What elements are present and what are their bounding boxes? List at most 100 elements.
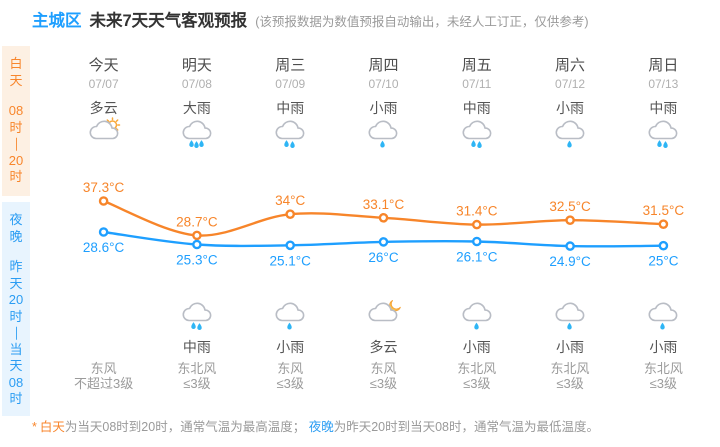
- sidebar-day-label: 白天: [9, 56, 23, 88]
- wind-level: ≤3级: [183, 376, 211, 391]
- page-title: 未来7天天气客观预报: [89, 12, 248, 30]
- low-temp-value-label: 26.1°C: [456, 250, 498, 265]
- night-icon-row: [57, 299, 710, 337]
- wind-direction: 东风: [370, 361, 397, 376]
- day-weather-icon-cell: [337, 117, 430, 155]
- high-temp-point: [658, 219, 669, 230]
- night-weather-icon-cell: [244, 299, 337, 337]
- night-weather-label: 多云: [369, 339, 398, 355]
- wind-level: ≤3级: [369, 376, 398, 391]
- low-temp-point: [192, 239, 202, 250]
- rain-heavy-icon: [182, 120, 212, 149]
- day-weather-icon-cell: [430, 117, 523, 155]
- rain-light-icon: [648, 302, 678, 330]
- low-temp-point: [565, 241, 575, 251]
- high-temp-point: [285, 209, 295, 220]
- day-date: 07/12: [555, 77, 586, 91]
- high-temp-value-label: 28.7°C: [176, 214, 218, 229]
- rain-medium-icon: [462, 120, 492, 149]
- wind-level: ≤3级: [463, 376, 491, 391]
- sidebar-day-time: 08 时 —20 时: [8, 103, 25, 184]
- day-date: 07/13: [648, 77, 679, 91]
- high-temp-value-label: 37.3°C: [83, 180, 125, 195]
- low-temp-point: [471, 236, 482, 247]
- low-temp-value-label: 25.1°C: [269, 253, 311, 268]
- wind-direction: 东风: [277, 361, 304, 376]
- day-weather-icon-cell: [57, 117, 150, 155]
- day-date: 07/09: [275, 77, 306, 91]
- day-weather-icon-cell: [150, 117, 243, 155]
- day-date-row: 07/07 07/08 07/09 07/10 07/11 07/12 07/13: [57, 77, 710, 91]
- wind-level-row: 不超过3级 ≤3级 ≤3级 ≤3级 ≤3级 ≤3级 ≤3级: [57, 373, 710, 392]
- rain-light-icon: [555, 120, 585, 148]
- wind-direction: 东北风: [177, 361, 217, 376]
- low-temp-value-label: 26°C: [368, 250, 398, 265]
- footnote-night-term: 夜晚: [308, 420, 334, 434]
- day-weather-label: 小雨: [556, 100, 585, 116]
- temperature-chart: 37.3°C 28.7°C 34°C 33.1°C 31.4°C 32.5°C 31.5°C…: [83, 180, 685, 269]
- high-temp-point: [378, 213, 389, 223]
- rain-medium-icon: [182, 302, 212, 331]
- day-name: 周日: [648, 57, 679, 74]
- high-temp-point: [98, 196, 109, 206]
- wind-level: 不超过3级: [74, 376, 134, 391]
- day-icon-row: [57, 117, 710, 155]
- day-name: 周六: [555, 57, 586, 74]
- night-weather-icon-cell: [430, 299, 523, 337]
- low-temp-value-label: 28.6°C: [83, 240, 125, 255]
- sidebar-night-label: 夜晚: [9, 212, 23, 244]
- day-date: 07/07: [88, 77, 119, 91]
- high-temp-point: [565, 215, 575, 226]
- day-name: 明天: [181, 57, 212, 74]
- footnote-day-text: 为当天08时到20时，通常气温为最高温度；: [64, 420, 306, 434]
- day-date: 07/08: [181, 77, 212, 91]
- day-weather-row: 多云 大雨 中雨 小雨 中雨 小雨 中雨: [57, 98, 710, 118]
- day-weather-label: 多云: [89, 100, 118, 116]
- high-temp-value-label: 31.4°C: [456, 204, 498, 219]
- day-name: 周四: [368, 57, 399, 74]
- low-temp-value-label: 25.3°C: [176, 253, 218, 268]
- wind-level: ≤3级: [276, 376, 304, 391]
- night-weather-label: 小雨: [462, 339, 491, 355]
- day-date: 07/10: [368, 77, 399, 91]
- sidebar-night-section: 夜晚昨天 20 时 — 当天 08 时: [2, 202, 30, 416]
- rain-light-icon: [275, 302, 305, 330]
- night-weather-label: 中雨: [182, 339, 211, 355]
- low-temp-value-label: 25°C: [648, 254, 678, 269]
- high-temp-value-label: 34°C: [275, 193, 305, 208]
- night-weather-label: 小雨: [649, 339, 678, 355]
- high-temp-value-label: 32.5°C: [549, 199, 591, 214]
- day-name: 周三: [275, 57, 306, 74]
- day-weather-label: 中雨: [462, 100, 491, 116]
- rain-light-icon: [462, 302, 492, 330]
- day-weather-icon-cell: [617, 117, 710, 155]
- wind-level: ≤3级: [649, 376, 678, 391]
- night-weather-row: 中雨 小雨 多云 小雨 小雨 小雨: [57, 337, 710, 357]
- high-temp-value-label: 31.5°C: [643, 203, 685, 218]
- low-temp-point: [378, 237, 389, 247]
- low-temp-point: [98, 227, 109, 237]
- low-temp-point: [285, 240, 295, 251]
- footnote: * 白天为当天08时到20时，通常气温为最高温度； 夜晚为昨天20时到当天08时，…: [32, 416, 599, 435]
- rain-medium-icon: [648, 120, 678, 149]
- night-weather-label: [57, 337, 150, 357]
- day-weather-icon-cell: [523, 117, 616, 155]
- wind-direction: 东北风: [457, 361, 497, 376]
- rain-medium-icon: [275, 120, 305, 149]
- wind-direction-row: 东风 东北风 东风 东风 东北风 东北风 东北风: [57, 358, 710, 377]
- rain-light-icon: [368, 120, 398, 148]
- day-weather-label: 小雨: [369, 100, 398, 116]
- page-note: (该预报数据为数值预报自动输出，未经人工订正，仅供参考): [255, 15, 589, 29]
- night-weather-label: 小雨: [276, 339, 305, 355]
- night-weather-icon-cell: [57, 299, 150, 337]
- night-weather-icon-cell: [523, 299, 616, 337]
- day-name-row: 今天 明天 周三 周四 周五 周六 周日: [57, 54, 710, 75]
- wind-direction: 东风: [90, 361, 117, 376]
- night-weather-icon-cell: [337, 299, 430, 337]
- night-weather-icon-cell: [617, 299, 710, 337]
- region-title: 主城区: [32, 12, 82, 30]
- wind-level: ≤3级: [556, 376, 584, 391]
- high-temp-value-label: 33.1°C: [363, 197, 405, 212]
- wind-direction: 东北风: [643, 361, 683, 376]
- night-weather-label: 小雨: [556, 339, 585, 355]
